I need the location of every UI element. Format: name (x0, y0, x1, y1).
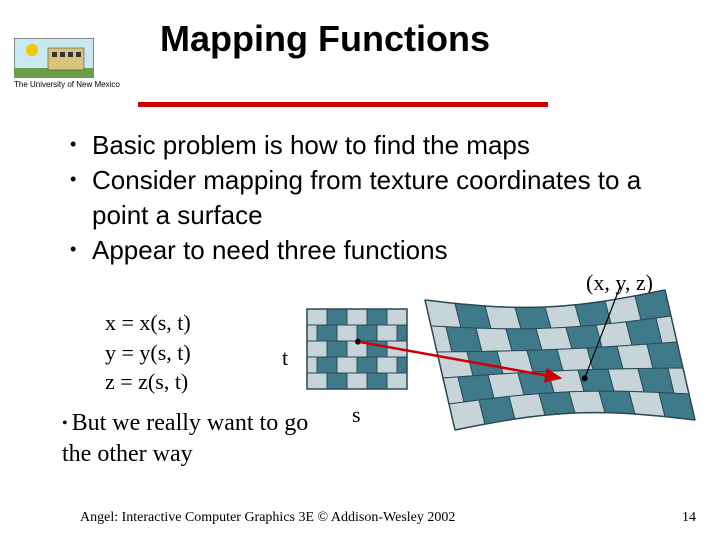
surface-patch-icon (420, 285, 700, 455)
axis-label-s: s (352, 402, 361, 428)
equation-y: y = y(s, t) (105, 338, 191, 368)
page-number: 14 (682, 510, 696, 526)
logo-caption: The University of New Mexico (14, 80, 124, 89)
footer-citation: Angel: Interactive Computer Graphics 3E … (80, 510, 455, 526)
bullet-item: Basic problem is how to find the maps (92, 128, 530, 163)
equation-z: z = z(s, t) (105, 367, 191, 397)
bullet-secondary: •But we really want to go the other way (62, 408, 342, 470)
university-logo-icon (14, 38, 94, 78)
bullet-list: •Basic problem is how to find the maps •… (70, 128, 670, 268)
bullet-secondary-text: But we really want to go the other way (62, 410, 308, 467)
slide-title: Mapping Functions (160, 18, 490, 60)
title-underline (138, 102, 548, 107)
equations-block: x = x(s, t) y = y(s, t) z = z(s, t) (105, 308, 191, 397)
logo-area: The University of New Mexico (14, 38, 124, 89)
equation-x: x = x(s, t) (105, 308, 191, 338)
texture-grid-icon (306, 308, 410, 392)
axis-label-t: t (282, 345, 288, 371)
bullet-item: Consider mapping from texture coordinate… (92, 163, 670, 233)
bullet-item: Appear to need three functions (92, 233, 448, 268)
